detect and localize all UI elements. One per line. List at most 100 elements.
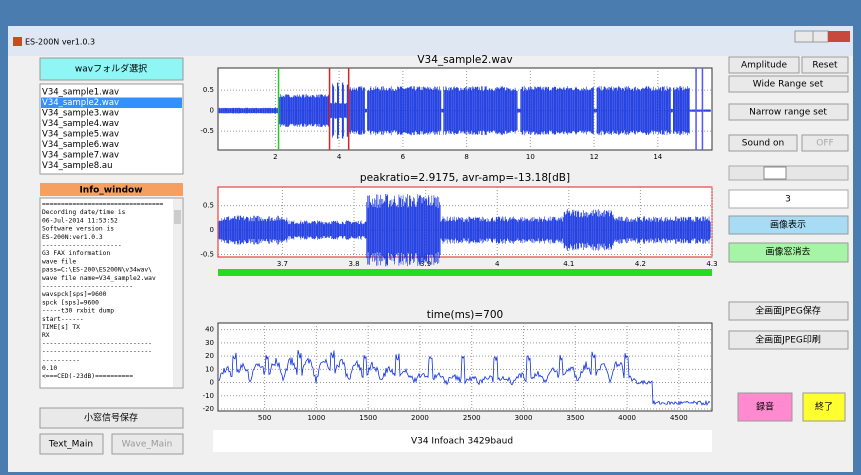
x-tick-label: 3000	[515, 414, 533, 422]
file-item[interactable]: V34_sample5.wav	[42, 130, 119, 140]
slider-value: 3	[785, 195, 791, 205]
x-tick-label: 10	[526, 153, 535, 161]
narrow-button[interactable]	[728, 103, 849, 121]
plot-title: time(ms)=700	[427, 309, 503, 321]
scroll-thumb[interactable]	[174, 210, 181, 224]
info-line: ================================	[42, 201, 164, 208]
folder-button-label: wavフォルダ選択	[75, 63, 147, 75]
plot-area	[217, 322, 713, 412]
y-tick-label: 30	[205, 339, 214, 347]
slider-thumb[interactable]	[763, 166, 787, 180]
info-line: RX	[42, 332, 50, 339]
clear-image-label: 画像窓消去	[765, 246, 810, 258]
info-title: Info_window	[79, 186, 142, 196]
info-line: ------------------------	[42, 283, 133, 290]
folder-button[interactable]	[39, 57, 184, 81]
text-main-button[interactable]	[39, 433, 104, 455]
sound-on-button[interactable]	[728, 134, 798, 152]
y-tick-label: -20	[203, 405, 214, 413]
progress-bar	[218, 269, 712, 276]
value-box[interactable]	[728, 189, 849, 209]
x-tick-label: 3500	[566, 414, 584, 422]
info-line: wave file	[42, 258, 76, 265]
reset-label: Reset	[812, 61, 838, 71]
x-tick-label: 500	[258, 414, 271, 422]
close[interactable]	[828, 31, 850, 42]
info-line: <===CED(-23dB)==========	[42, 373, 133, 380]
x-tick-label: 1500	[359, 414, 377, 422]
file-item[interactable]: V34_sample2.wav	[42, 98, 119, 108]
y-tick-label: -10	[203, 392, 214, 400]
y-tick-label: 0.5	[203, 202, 214, 210]
info-line: 0.10	[42, 365, 57, 372]
x-tick-label: 2000	[411, 414, 429, 422]
off-label: OFF	[816, 139, 833, 149]
file-item[interactable]: V34_sample3.wav	[42, 109, 119, 119]
sound-on-label: Sound on	[742, 139, 784, 149]
clear-image-button[interactable]	[728, 242, 849, 263]
info-line: 06-Jul-2014 11:53:52	[42, 217, 118, 224]
off-button[interactable]	[801, 134, 849, 152]
y-tick-label: 10	[205, 365, 214, 373]
slider[interactable]	[728, 165, 849, 181]
x-tick-label: 4.3	[706, 260, 717, 268]
waveform	[218, 193, 711, 267]
y-tick-label: 0.5	[203, 86, 214, 94]
save-button-label: 小窓信号保存	[84, 412, 138, 424]
y-tick-label: 20	[205, 352, 214, 360]
info-window	[39, 197, 184, 389]
file-item[interactable]: V34_sample4.wav	[42, 119, 119, 129]
x-tick-label: 2500	[463, 414, 481, 422]
record-button[interactable]	[737, 392, 793, 422]
file-item[interactable]: V34_sample7.wav	[42, 151, 119, 161]
jpeg-print-button[interactable]	[728, 330, 849, 350]
x-tick-label: 4.2	[635, 260, 646, 268]
file-item[interactable]: V34_sample8.au	[42, 161, 113, 171]
waveform	[218, 349, 711, 406]
info-line: G3 FAX information	[42, 250, 110, 257]
quit-button[interactable]	[802, 392, 846, 422]
x-tick-label: 4	[337, 153, 342, 161]
x-tick-label: 3.7	[277, 260, 288, 268]
info-line: ----------	[42, 357, 80, 364]
y-tick-label: 0	[210, 226, 214, 234]
waveform	[218, 82, 711, 139]
save-button[interactable]	[39, 407, 184, 429]
jpeg-save-label: 全画面JPEG保存	[755, 305, 821, 317]
selected-row	[41, 97, 182, 108]
record-label: 録音	[756, 401, 774, 413]
x-tick-label: 6	[401, 153, 406, 161]
plot-title: peakratio=2.9175, avr-amp=-13.18[dB]	[360, 172, 570, 184]
wide-button[interactable]	[728, 75, 849, 93]
wave-main-button[interactable]	[111, 433, 184, 455]
x-tick-label: 2	[273, 153, 277, 161]
x-tick-label: 4	[495, 260, 500, 268]
info-line: Software version is	[42, 226, 114, 233]
text-main-label: Text_Main	[48, 440, 93, 450]
reset-button[interactable]	[801, 56, 849, 74]
x-tick-label: 4500	[670, 414, 688, 422]
x-tick-label: 12	[590, 153, 599, 161]
maximize[interactable]	[812, 30, 829, 43]
info-line: spck [sps]=9600	[42, 299, 99, 306]
scrollbar[interactable]	[173, 199, 182, 387]
y-tick-label: 0	[210, 107, 214, 115]
minimize[interactable]	[794, 30, 814, 43]
amplitude-button[interactable]	[728, 56, 800, 74]
info-line: start------	[42, 316, 84, 323]
jpeg-save-button[interactable]	[728, 301, 849, 321]
file-item[interactable]: V34_sample6.wav	[42, 140, 119, 150]
info-line: -----t30 rxbit dump	[42, 308, 114, 315]
file-item[interactable]: V34_sample1.wav	[42, 88, 119, 98]
show-image-button[interactable]	[728, 215, 849, 235]
info-line: ES-200N:ver1.0.3	[42, 234, 103, 241]
y-tick-label: -0.5	[200, 127, 214, 135]
info-header	[40, 183, 183, 196]
y-tick-label: 40	[205, 326, 214, 334]
info-line: wavspck[sps]=9600	[42, 291, 107, 298]
wide-label: Wide Range set	[753, 80, 824, 90]
plot-title: V34_sample2.wav	[417, 54, 512, 66]
title-bar	[8, 26, 853, 56]
window-title: ES-200N ver1.0.3	[25, 38, 95, 47]
jpeg-print-label: 全画面JPEG印刷	[755, 334, 821, 346]
